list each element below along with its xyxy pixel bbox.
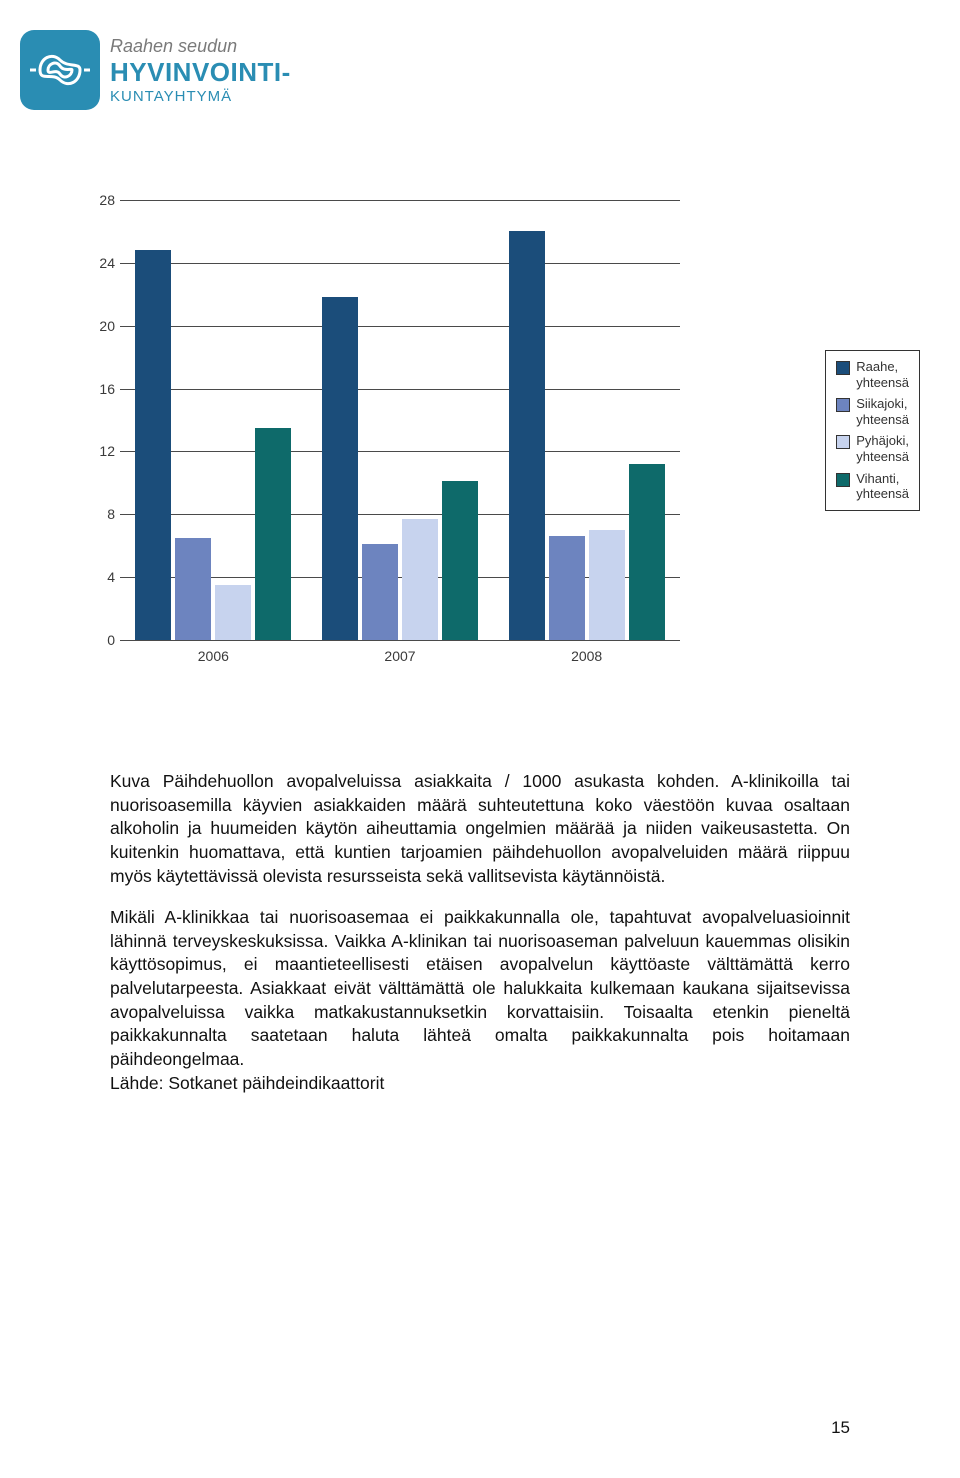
chart-y-tick: 28 [90,192,115,208]
chart-x-tick: 2007 [384,648,415,664]
legend-swatch [836,473,850,487]
legend-label: Siikajoki,yhteensä [856,396,909,427]
chart-bar [589,530,625,640]
chart-plot-area: 0481216202428200620072008 [120,200,680,640]
legend-swatch [836,361,850,375]
chart-y-tick: 20 [90,318,115,334]
chart-bar [442,481,478,640]
chart-bar [362,544,398,640]
chart-bar [175,538,211,640]
chart-bar [549,536,585,640]
chart-y-tick: 16 [90,381,115,397]
legend-item: Siikajoki,yhteensä [836,396,909,427]
chart-gridline [120,263,680,264]
legend-swatch [836,398,850,412]
logo-line-1: Raahen seudun [110,36,291,57]
source-line: Lähde: Sotkanet päihdeindikaattorit [110,1073,384,1093]
chart-gridline [120,514,680,515]
chart-bar [629,464,665,640]
legend-swatch [836,435,850,449]
legend-item: Pyhäjoki,yhteensä [836,433,909,464]
chart-bar [135,250,171,640]
chart-legend: Raahe,yhteensä Siikajoki,yhteensä Pyhäjoki… [825,350,920,511]
legend-label: Pyhäjoki,yhteensä [856,433,909,464]
paragraph-1: Kuva Päihdehuollon avopalveluissa asiakk… [110,770,850,888]
legend-item: Vihanti,yhteensä [836,471,909,502]
page-number: 15 [831,1418,850,1438]
chart-gridline [120,326,680,327]
chart-y-tick: 4 [90,569,115,585]
logo-text: Raahen seudun HYVINVOINTI- KUNTAYHTYMÄ [110,30,291,105]
body-text: Kuva Päihdehuollon avopalveluissa asiakk… [110,770,850,1113]
chart-bar [509,231,545,640]
chart-y-tick: 12 [90,443,115,459]
bar-chart: 0481216202428200620072008 Raahe,yhteensä… [80,200,890,700]
chart-gridline [120,200,680,201]
logo-line-3: KUNTAYHTYMÄ [110,88,291,105]
header-logo: Raahen seudun HYVINVOINTI- KUNTAYHTYMÄ [20,30,291,110]
chart-bar [215,585,251,640]
legend-label: Vihanti,yhteensä [856,471,909,502]
knot-icon [20,30,100,110]
chart-x-tick: 2008 [571,648,602,664]
chart-y-tick: 0 [90,632,115,648]
chart-gridline [120,640,680,641]
legend-item: Raahe,yhteensä [836,359,909,390]
chart-gridline [120,451,680,452]
chart-y-tick: 24 [90,255,115,271]
paragraph-2: Mikäli A-klinikkaa tai nuorisoasemaa ei … [110,906,850,1095]
chart-y-tick: 8 [90,506,115,522]
chart-x-tick: 2006 [198,648,229,664]
chart-bar [402,519,438,640]
chart-bar [255,428,291,640]
chart-bar [322,297,358,640]
legend-label: Raahe,yhteensä [856,359,909,390]
chart-gridline [120,389,680,390]
logo-line-2: HYVINVOINTI- [110,57,291,88]
